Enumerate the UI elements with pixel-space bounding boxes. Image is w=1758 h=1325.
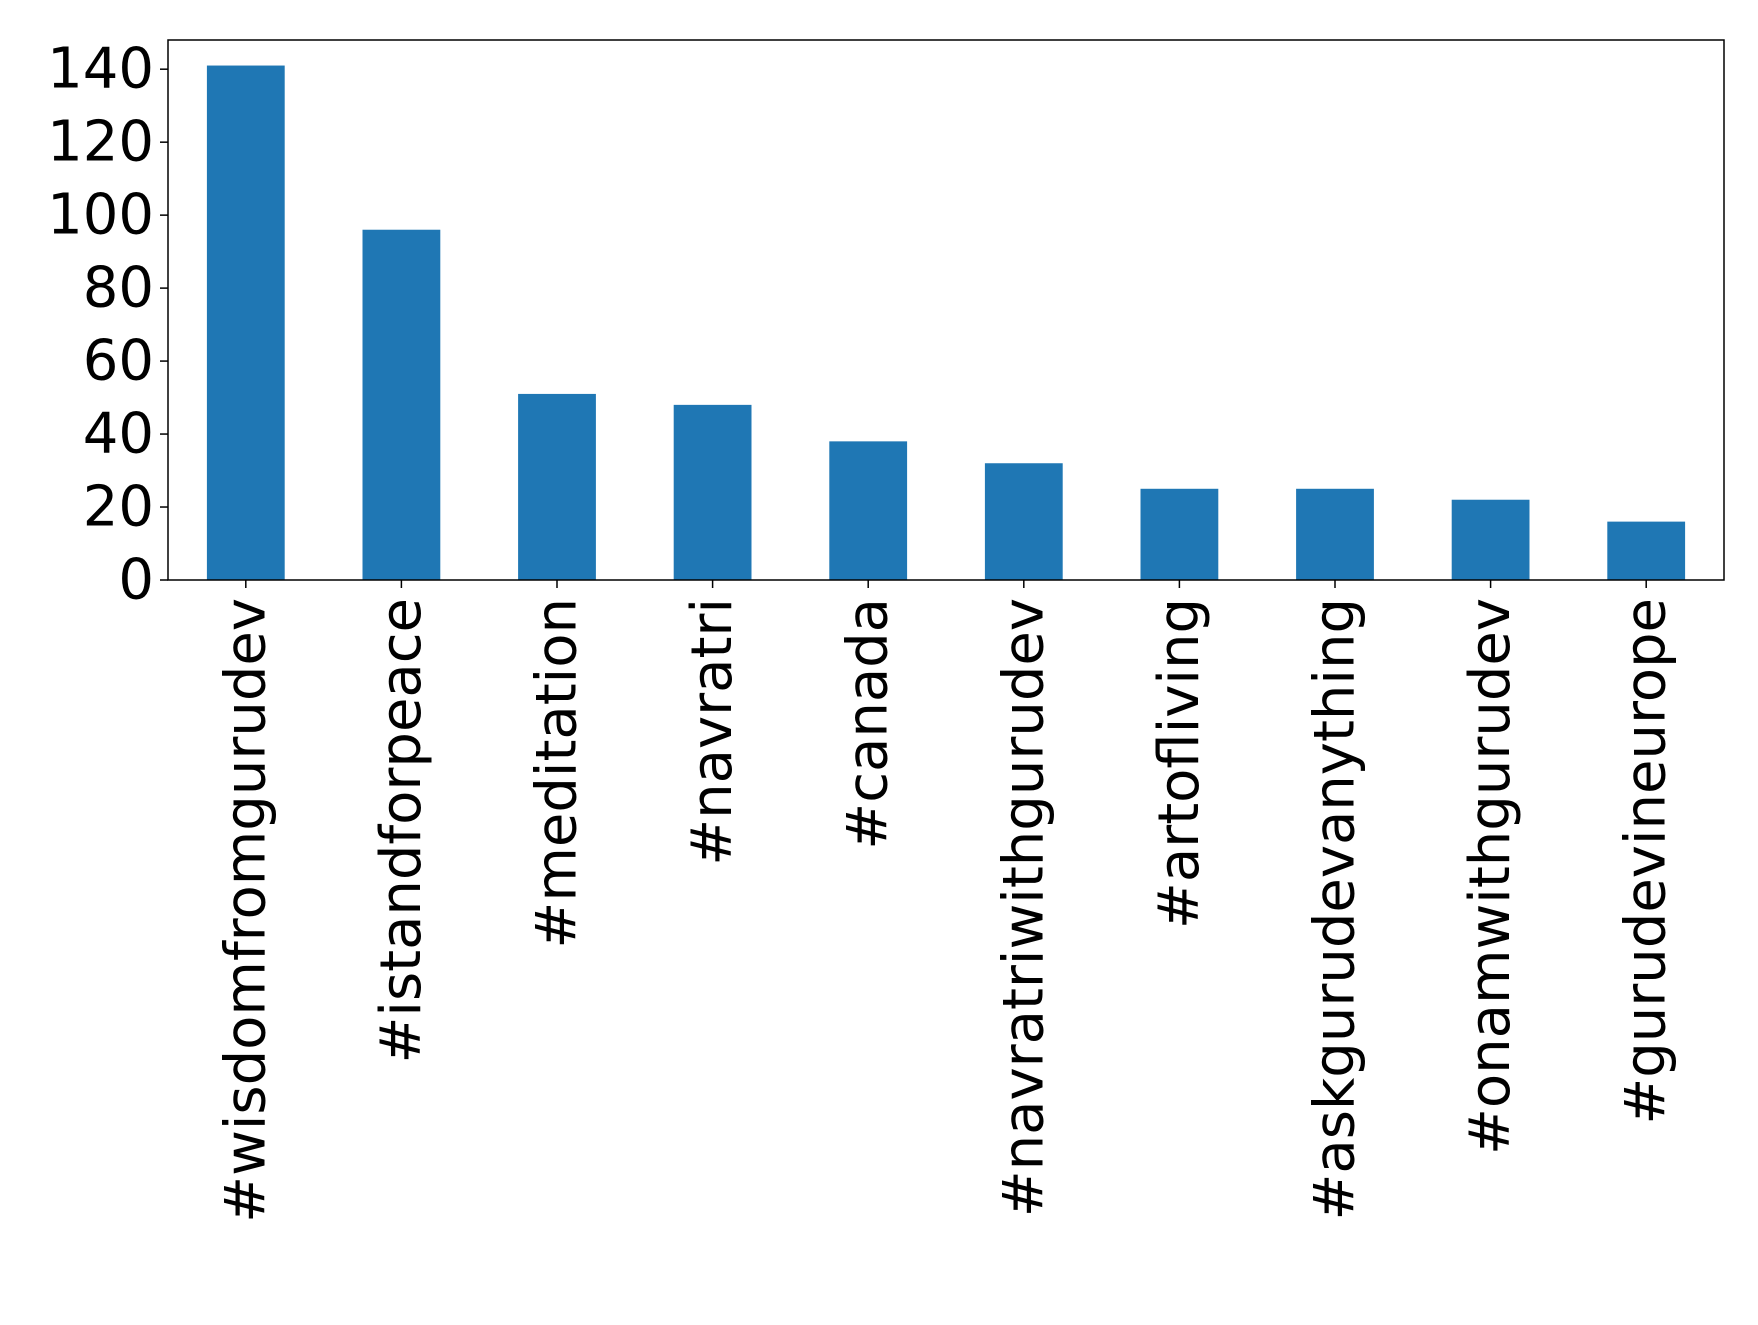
y-tick-label: 120 bbox=[47, 110, 154, 175]
y-tick-label: 60 bbox=[83, 329, 154, 394]
y-tick-label: 20 bbox=[83, 475, 154, 540]
bar bbox=[1296, 488, 1374, 580]
x-tick-label: #onamwithgurudev bbox=[1458, 598, 1523, 1155]
bar bbox=[1140, 488, 1219, 580]
y-tick-label: 100 bbox=[47, 183, 154, 248]
x-tick-label: #wisdomfromgurudev bbox=[213, 598, 278, 1223]
bar bbox=[362, 229, 441, 580]
y-tick-label: 0 bbox=[118, 548, 154, 613]
y-tick-label: 80 bbox=[83, 256, 154, 321]
x-tick-label: #meditation bbox=[525, 598, 590, 949]
x-axis: #wisdomfromgurudev #istandforpeace #medita… bbox=[213, 580, 1679, 1223]
x-tick-label: #navratriwithgurudev bbox=[991, 598, 1056, 1217]
x-tick-label: #gurudevineurope bbox=[1614, 598, 1679, 1125]
plot-area-frame bbox=[167, 39, 1725, 581]
bar bbox=[1607, 521, 1686, 580]
x-tick-label: #artofliving bbox=[1147, 598, 1212, 929]
y-tick-label: 140 bbox=[47, 37, 154, 102]
x-tick-label: #navratri bbox=[680, 598, 745, 866]
bar bbox=[206, 65, 285, 581]
bar bbox=[984, 463, 1063, 580]
bars-group bbox=[206, 65, 1686, 581]
bar bbox=[1451, 499, 1530, 580]
y-axis: 0 20 40 60 80 100 120 140 bbox=[47, 37, 168, 613]
x-tick-label: #canada bbox=[836, 598, 901, 850]
x-tick-label: #askgurudevanything bbox=[1303, 598, 1368, 1221]
y-tick-label: 40 bbox=[83, 402, 154, 467]
bar bbox=[829, 441, 908, 580]
bar bbox=[518, 393, 596, 580]
bar bbox=[673, 404, 752, 580]
x-tick-label: #istandforpeace bbox=[369, 598, 434, 1064]
